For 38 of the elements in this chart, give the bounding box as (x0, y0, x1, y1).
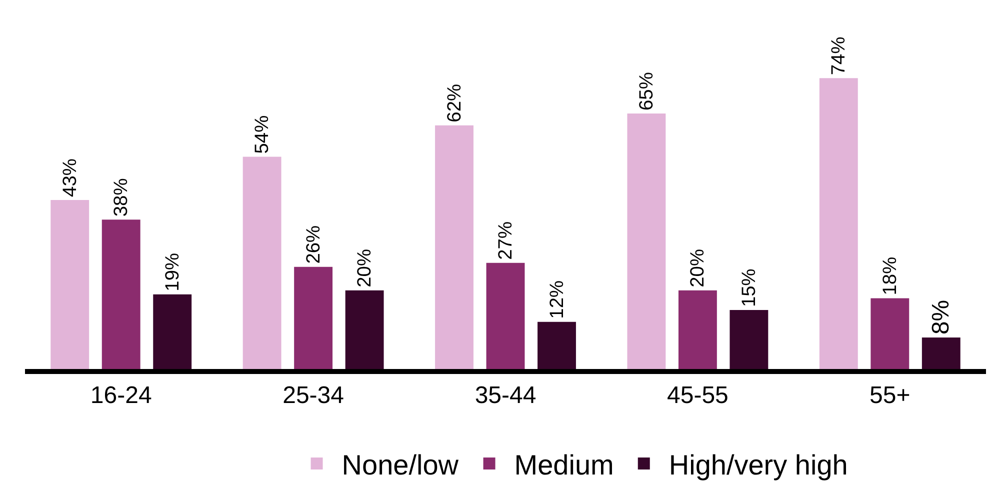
data-label: 20% (688, 248, 709, 288)
bar (870, 298, 910, 369)
bar (819, 78, 858, 369)
data-label: 74% (828, 36, 850, 76)
data-label: 8% (928, 300, 955, 335)
bar (435, 125, 474, 369)
bar (242, 156, 282, 369)
bar (627, 114, 666, 369)
data-label: 43% (60, 158, 81, 197)
legend-label: None/low (342, 449, 460, 480)
bar (102, 220, 140, 369)
x-tick-label: 35-44 (474, 382, 536, 409)
data-label: 54% (252, 115, 274, 154)
data-label: 65% (636, 72, 658, 111)
x-tick-label: 45-55 (667, 382, 728, 409)
bar (486, 262, 525, 369)
bar (730, 310, 768, 369)
x-tick-label: 55+ (870, 382, 910, 409)
bar (538, 322, 576, 369)
data-label: 62% (444, 84, 466, 122)
data-label: 19% (162, 252, 184, 292)
data-label: 26% (303, 225, 324, 264)
bar (153, 294, 192, 369)
legend-label: High/very high (668, 449, 848, 480)
data-label: 38% (111, 178, 132, 217)
legend-label: Medium (514, 449, 614, 480)
data-label: 18% (880, 256, 901, 296)
bar (50, 200, 90, 369)
bar (345, 290, 384, 369)
data-label: 27% (496, 221, 516, 260)
bar (922, 338, 960, 369)
bar (678, 290, 717, 369)
data-label: 20% (354, 248, 376, 288)
x-tick-label: 25-34 (282, 382, 344, 409)
x-tick-label: 16-24 (90, 382, 152, 409)
data-label: 15% (738, 268, 760, 308)
data-label: 12% (546, 280, 568, 319)
bar (294, 266, 333, 369)
